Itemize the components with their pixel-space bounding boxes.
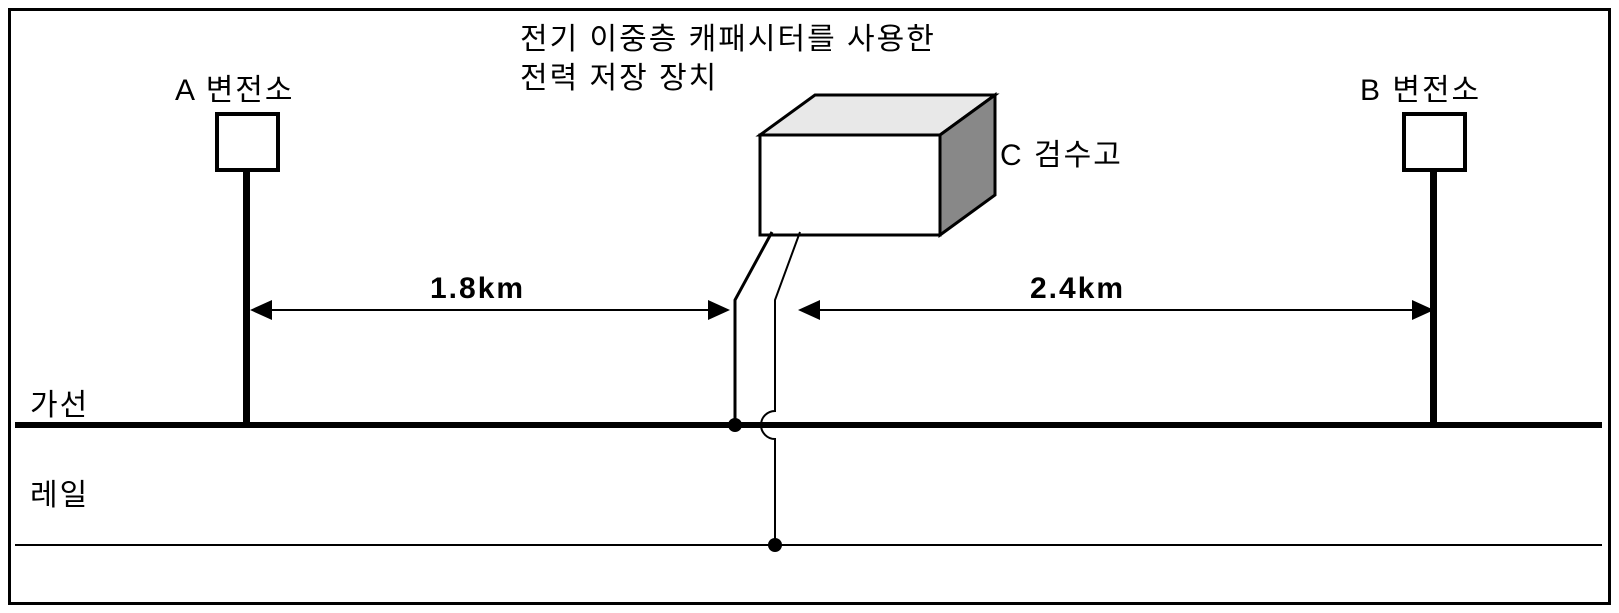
connection-dot-overhead	[728, 418, 742, 432]
rail-line-label: 레일	[30, 470, 89, 514]
dimension-1-arrow-right	[708, 300, 730, 320]
substation-a-label: A 변전소	[175, 65, 295, 109]
dimension-2-arrow-left	[798, 300, 820, 320]
dimension-2-value: 2.4km	[1030, 272, 1125, 306]
substation-b-box	[1402, 112, 1467, 172]
storage-title: 전기 이중층 캐패시터를 사용한 전력 저장 장치	[520, 20, 936, 98]
dimension-1-line	[260, 309, 720, 311]
overhead-line-label: 가선	[30, 380, 89, 424]
storage-title-line2: 전력 저장 장치	[520, 62, 718, 95]
depot-label: C 검수고	[1000, 130, 1123, 174]
substation-b-label: B 변전소	[1360, 65, 1481, 109]
dimension-1-arrow-left	[250, 300, 272, 320]
dimension-1-value: 1.8km	[430, 272, 525, 306]
storage-title-line1: 전기 이중층 캐패시터를 사용한	[520, 23, 936, 56]
dimension-2-line	[810, 309, 1420, 311]
substation-b-pole	[1430, 172, 1437, 425]
rail-line	[15, 544, 1602, 546]
overhead-line	[15, 422, 1602, 428]
substation-a-pole	[243, 172, 250, 425]
dimension-2-arrow-right	[1412, 300, 1434, 320]
substation-a-box	[215, 112, 280, 172]
connection-dot-rail	[768, 538, 782, 552]
